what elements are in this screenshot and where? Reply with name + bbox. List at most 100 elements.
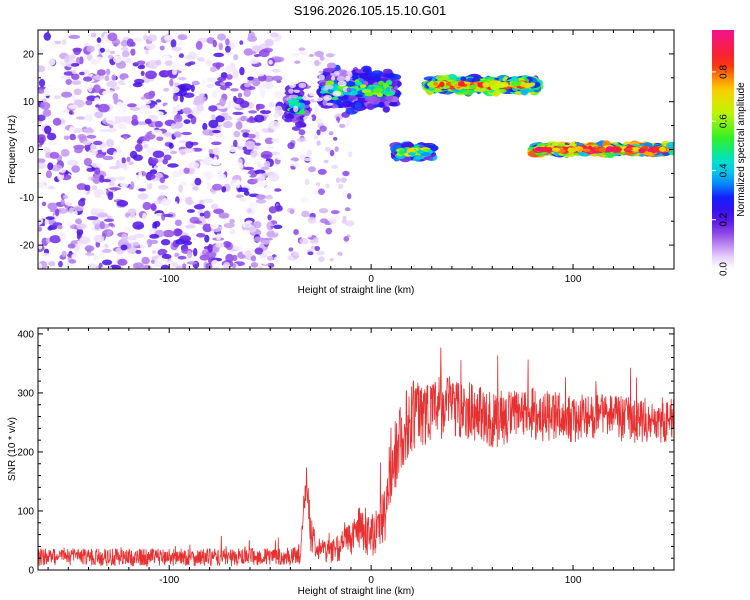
spectrogram-cell: [218, 42, 223, 51]
spectrogram-cell: [233, 54, 239, 61]
spectrogram-cell: [99, 221, 105, 230]
spectrogram-cell: [242, 229, 249, 235]
spectrogram-cell: [307, 251, 314, 256]
spectrogram-cell: [287, 142, 295, 150]
spectrogram-cell: [96, 37, 102, 43]
chart-title: S196.2026.105.15.10.G01: [294, 3, 447, 18]
spectrogram-cell: [161, 198, 171, 207]
spectrogram-cell: [103, 218, 115, 222]
spectrogram-cell: [346, 87, 351, 93]
spectrogram-cell: [210, 220, 219, 230]
spectrogram-cell: [416, 150, 424, 154]
spectrogram-cell: [307, 80, 313, 87]
spectrogram-cell: [125, 220, 131, 226]
colorbar: 0.0 0.2 0.4 0.6 0.8: [712, 30, 734, 276]
spectrogram-cell: [163, 132, 174, 137]
spectrogram-cell: [116, 148, 122, 154]
spectrogram-cell: [350, 90, 358, 96]
spectrogram-cell: [132, 154, 143, 161]
spectrogram-cell: [48, 261, 56, 267]
spectrogram-cell: [38, 162, 47, 169]
spectrogram-cell: [287, 160, 296, 167]
spectrogram-cell: [309, 209, 316, 215]
spectrogram-cell: [38, 176, 47, 183]
spectrogram-cell: [180, 151, 186, 156]
spectrogram-cell: [85, 252, 95, 256]
spectrogram-cell: [260, 166, 270, 170]
spectrogram-cell: [91, 162, 103, 168]
spectrogram-cell: [86, 45, 95, 53]
spectrogram-blobs: [38, 30, 674, 269]
spectrogram-cell: [80, 197, 86, 202]
spectrogram-cell: [298, 82, 307, 88]
spectrogram-cell: [612, 146, 622, 153]
spectrogram-cell: [541, 147, 552, 152]
spectrogram-cell: [202, 223, 213, 233]
spectrogram-cell: [338, 123, 346, 128]
spectrogram-cell: [154, 258, 163, 267]
spectrogram-cell: [196, 57, 205, 62]
spectrogram-cell: [215, 242, 225, 248]
spectrogram-cell: [126, 156, 131, 162]
spectrogram-cell: [98, 213, 108, 217]
spectrogram-cell: [304, 178, 310, 186]
spectrogram-cell: [127, 208, 137, 215]
spectrogram-cell: [207, 243, 213, 253]
spectrogram-cell: [289, 82, 296, 89]
spectrogram-cell: [120, 244, 128, 251]
spectrogram-cell: [105, 49, 111, 53]
spectrogram-cell: [120, 46, 129, 52]
spectrogram-cell: [40, 101, 51, 110]
spectrogram-cell: [65, 202, 73, 206]
spectrogram-cell: [131, 37, 143, 42]
spectrogram-cell: [333, 70, 340, 75]
spectrogram-cell: [250, 262, 259, 268]
spectrogram-cell: [177, 34, 188, 41]
spectrogram-cell: [116, 200, 129, 207]
spectrogram-cell: [162, 55, 171, 61]
spectrogram-cell: [239, 40, 244, 45]
spectrogram-cell: [330, 210, 340, 215]
spectrogram-cell: [105, 115, 116, 125]
spectrogram-cell: [68, 110, 73, 115]
spectrogram-cell: [92, 84, 101, 94]
spectrogram-cell: [297, 96, 303, 100]
spectrogram-cell: [140, 104, 151, 110]
spectrogram-cell: [184, 224, 196, 229]
spectrogram-cell: [170, 39, 177, 48]
spectrogram-cell: [273, 112, 280, 119]
spectrogram-cell: [101, 147, 107, 153]
spectrogram-cell: [216, 233, 222, 241]
spectrogram-cell: [102, 248, 112, 253]
spectrogram-cell: [164, 104, 174, 113]
spectrogram-cell: [43, 86, 56, 96]
spectrogram-cell: [323, 42, 328, 47]
spectrogram-cell: [145, 173, 156, 180]
spectrogram-cell: [109, 213, 121, 217]
spectrogram-cell: [70, 63, 80, 67]
spectrogram-cell: [106, 81, 118, 88]
spectrogram-cell: [232, 162, 244, 171]
spectrogram-cell: [230, 88, 239, 92]
spectrogram-cell: [423, 148, 430, 152]
spectrogram-cell: [336, 76, 346, 82]
spectrogram-cell: [128, 161, 134, 166]
spectrogram-cell: [142, 34, 148, 41]
spectrogram-cell: [308, 54, 314, 57]
spectrogram-cell: [306, 149, 313, 157]
spectrogram-cell: [188, 61, 196, 65]
spectrogram-cell: [137, 193, 149, 200]
spectrogram-cell: [193, 204, 206, 210]
colorbar-gradient: [712, 30, 734, 269]
spectrogram-cell: [253, 145, 260, 150]
spectrogram-cell: [137, 65, 145, 70]
spectrogram-cell: [154, 83, 164, 90]
spectrogram-cell: [268, 101, 275, 108]
spectrogram-cell: [79, 236, 91, 245]
spectrogram-cell: [76, 116, 85, 120]
spectrogram-cell: [132, 221, 144, 230]
spectrogram-cell: [303, 157, 313, 162]
spectrogram-y-tick-label: -20: [20, 241, 35, 252]
